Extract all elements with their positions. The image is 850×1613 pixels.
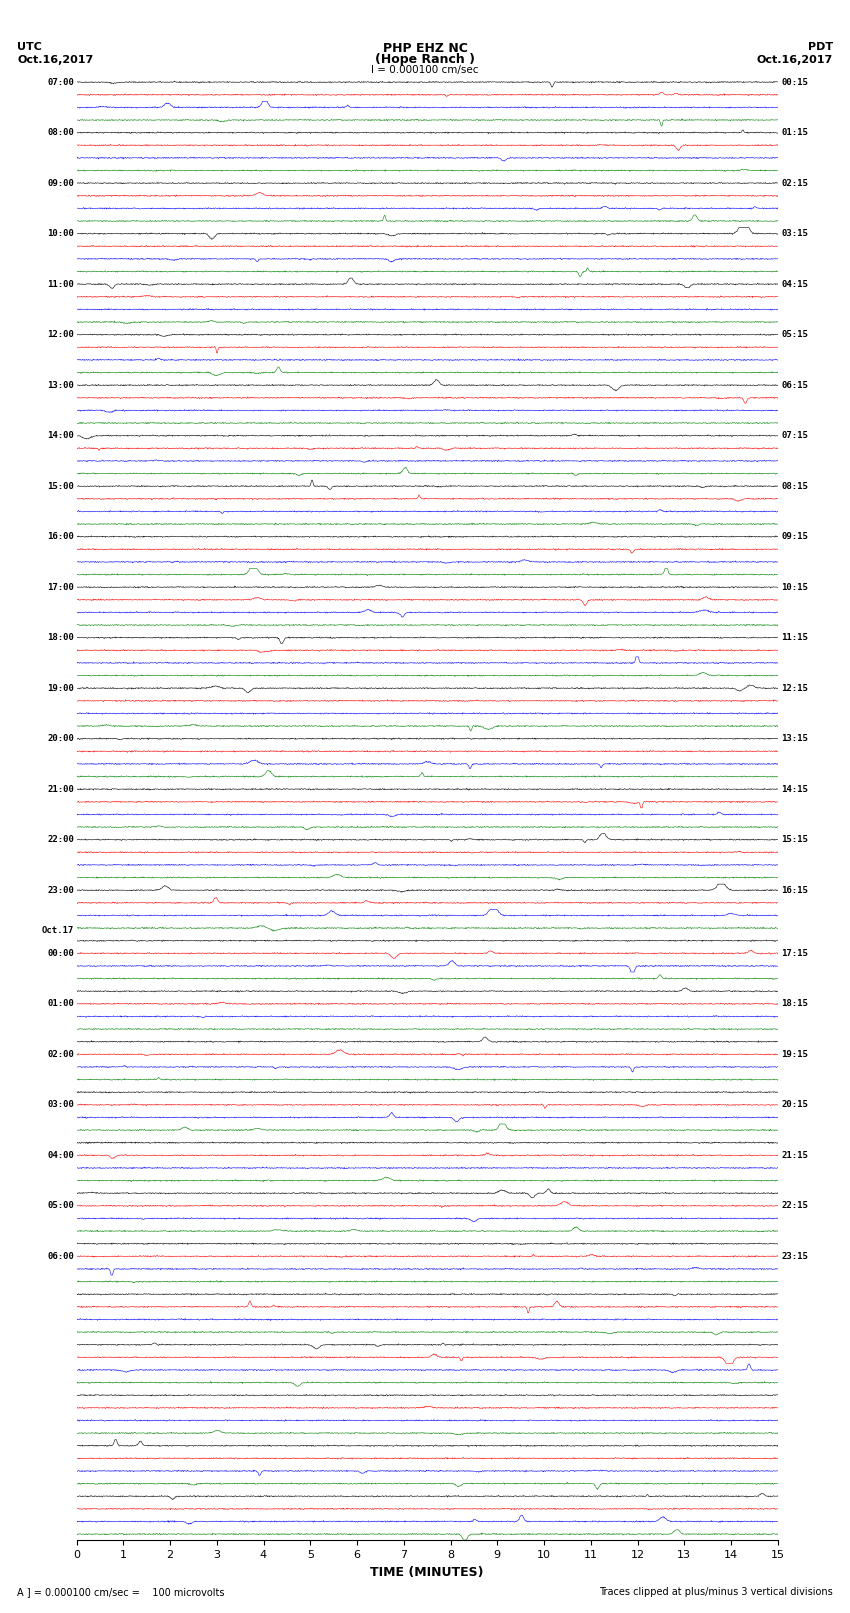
Text: 19:15: 19:15 [781,1050,808,1058]
Text: PDT: PDT [808,42,833,52]
Text: 21:00: 21:00 [48,784,74,794]
Text: 22:15: 22:15 [781,1202,808,1210]
Text: 18:00: 18:00 [48,634,74,642]
Text: 21:15: 21:15 [781,1150,808,1160]
Text: 00:00: 00:00 [48,948,74,958]
Text: 04:15: 04:15 [781,279,808,289]
Text: Oct.17: Oct.17 [42,926,74,936]
Text: 05:00: 05:00 [48,1202,74,1210]
Text: Traces clipped at plus/minus 3 vertical divisions: Traces clipped at plus/minus 3 vertical … [599,1587,833,1597]
Text: 17:15: 17:15 [781,948,808,958]
Text: Oct.16,2017: Oct.16,2017 [756,55,833,65]
Text: (Hope Ranch ): (Hope Ranch ) [375,53,475,66]
Text: 23:00: 23:00 [48,886,74,895]
Text: 11:15: 11:15 [781,634,808,642]
Text: 07:15: 07:15 [781,431,808,440]
Text: A ] = 0.000100 cm/sec =    100 microvolts: A ] = 0.000100 cm/sec = 100 microvolts [17,1587,224,1597]
Text: 12:15: 12:15 [781,684,808,692]
Text: 01:00: 01:00 [48,1000,74,1008]
Text: 10:15: 10:15 [781,582,808,592]
Text: 06:15: 06:15 [781,381,808,390]
Text: Oct.16,2017: Oct.16,2017 [17,55,94,65]
Text: 07:00: 07:00 [48,77,74,87]
Text: 01:15: 01:15 [781,127,808,137]
Text: 09:15: 09:15 [781,532,808,540]
Text: 04:00: 04:00 [48,1150,74,1160]
Text: 15:00: 15:00 [48,482,74,490]
Text: 11:00: 11:00 [48,279,74,289]
Text: 00:15: 00:15 [781,77,808,87]
Text: 16:15: 16:15 [781,886,808,895]
Text: 10:00: 10:00 [48,229,74,239]
Text: 08:00: 08:00 [48,127,74,137]
Text: 06:00: 06:00 [48,1252,74,1261]
Text: 16:00: 16:00 [48,532,74,540]
Text: 03:00: 03:00 [48,1100,74,1110]
Text: 23:15: 23:15 [781,1252,808,1261]
Text: 13:15: 13:15 [781,734,808,744]
Text: 13:00: 13:00 [48,381,74,390]
Text: 15:15: 15:15 [781,836,808,844]
Text: 02:15: 02:15 [781,179,808,187]
Text: 08:15: 08:15 [781,482,808,490]
Text: 12:00: 12:00 [48,331,74,339]
Text: 20:00: 20:00 [48,734,74,744]
Text: I = 0.000100 cm/sec: I = 0.000100 cm/sec [371,65,479,74]
Text: 18:15: 18:15 [781,1000,808,1008]
Text: 14:15: 14:15 [781,784,808,794]
Text: 20:15: 20:15 [781,1100,808,1110]
Text: 14:00: 14:00 [48,431,74,440]
Text: UTC: UTC [17,42,42,52]
Text: 02:00: 02:00 [48,1050,74,1058]
Text: 05:15: 05:15 [781,331,808,339]
Text: 19:00: 19:00 [48,684,74,692]
Text: 09:00: 09:00 [48,179,74,187]
Text: 17:00: 17:00 [48,582,74,592]
Text: PHP EHZ NC: PHP EHZ NC [382,42,468,55]
Text: 03:15: 03:15 [781,229,808,239]
Text: 22:00: 22:00 [48,836,74,844]
X-axis label: TIME (MINUTES): TIME (MINUTES) [371,1566,484,1579]
